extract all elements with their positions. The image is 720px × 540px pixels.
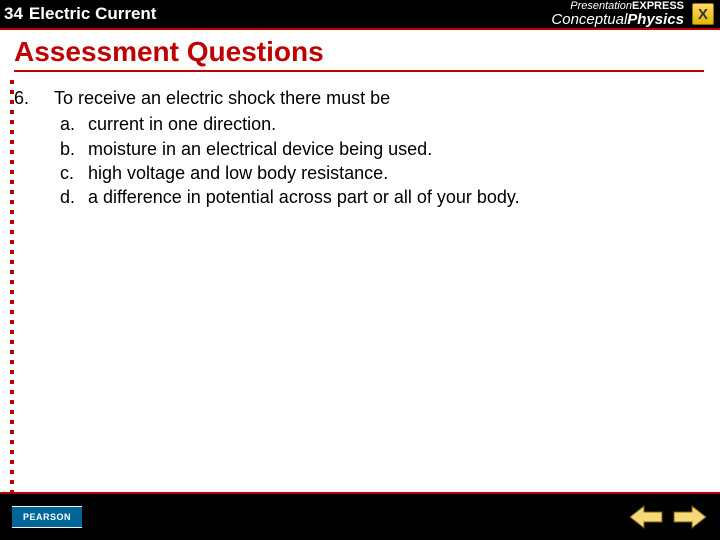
option-letter: a. [54, 112, 88, 136]
close-button[interactable]: X [692, 3, 714, 25]
accent-dot [10, 420, 14, 424]
prev-slide-button[interactable] [628, 504, 664, 530]
accent-dot [10, 190, 14, 194]
question-body: To receive an electric shock there must … [54, 86, 720, 209]
accent-dot [10, 90, 14, 94]
accent-dot [10, 260, 14, 264]
question-stem: To receive an electric shock there must … [54, 86, 690, 110]
option-letter: c. [54, 161, 88, 185]
brand-conceptual-word: Conceptual [551, 11, 627, 28]
section-title-rule [14, 70, 704, 72]
question-option: c. high voltage and low body resistance. [54, 161, 690, 185]
accent-dot [10, 390, 14, 394]
accent-dot [10, 410, 14, 414]
section-title: Assessment Questions [14, 36, 720, 68]
question-block: 6. To receive an electric shock there mu… [14, 86, 720, 209]
publisher-logo: PEARSON [12, 506, 82, 528]
accent-dot [10, 360, 14, 364]
option-letter: b. [54, 137, 88, 161]
accent-dot [10, 160, 14, 164]
accent-dot [10, 100, 14, 104]
accent-dot [10, 450, 14, 454]
accent-dot [10, 230, 14, 234]
accent-dot [10, 180, 14, 184]
accent-dot [10, 220, 14, 224]
accent-dot [10, 210, 14, 214]
question-options: a. current in one direction. b. moisture… [54, 112, 690, 209]
accent-dot [10, 110, 14, 114]
chapter-number: 34 [4, 4, 23, 24]
accent-dot [10, 150, 14, 154]
accent-dot [10, 290, 14, 294]
accent-dot [10, 440, 14, 444]
accent-dot [10, 320, 14, 324]
accent-dot [10, 240, 14, 244]
question-option: d. a difference in potential across part… [54, 185, 690, 209]
accent-dot [10, 270, 14, 274]
accent-dot [10, 140, 14, 144]
nav-arrow-group [628, 504, 708, 530]
accent-dot [10, 280, 14, 284]
chapter-heading: 34 Electric Current [4, 4, 156, 24]
brand-physics-word: Physics [627, 11, 684, 28]
accent-dot [10, 200, 14, 204]
accent-dot [10, 80, 14, 84]
question-option: b. moisture in an electrical device bein… [54, 137, 690, 161]
option-text: a difference in potential across part or… [88, 185, 690, 209]
next-slide-button[interactable] [672, 504, 708, 530]
accent-dot [10, 470, 14, 474]
top-bar: 34 Electric Current PresentationEXPRESS … [0, 0, 720, 28]
accent-dot [10, 250, 14, 254]
option-text: current in one direction. [88, 112, 690, 136]
accent-dot [10, 130, 14, 134]
slide-content: Assessment Questions 6. To receive an el… [0, 30, 720, 492]
accent-dot [10, 340, 14, 344]
accent-dot [10, 310, 14, 314]
accent-dot [10, 120, 14, 124]
arrow-left-icon [628, 504, 664, 530]
option-text: moisture in an electrical device being u… [88, 137, 690, 161]
accent-dot [10, 480, 14, 484]
dotted-vertical-accent [10, 80, 16, 504]
question-option: a. current in one direction. [54, 112, 690, 136]
accent-dot [10, 380, 14, 384]
accent-dot [10, 430, 14, 434]
publisher-name: PEARSON [23, 512, 71, 522]
close-icon: X [698, 6, 708, 23]
bottom-bar: PEARSON [0, 492, 720, 540]
question-number: 6. [14, 86, 54, 209]
accent-dot [10, 170, 14, 174]
brand-block: PresentationEXPRESS ConceptualPhysics [551, 1, 684, 27]
accent-dot [10, 350, 14, 354]
accent-dot [10, 460, 14, 464]
option-text: high voltage and low body resistance. [88, 161, 690, 185]
accent-dot [10, 330, 14, 334]
option-letter: d. [54, 185, 88, 209]
arrow-right-icon [672, 504, 708, 530]
accent-dot [10, 400, 14, 404]
accent-dot [10, 370, 14, 374]
topbar-right-cluster: PresentationEXPRESS ConceptualPhysics X [551, 1, 714, 27]
chapter-title: Electric Current [29, 4, 157, 24]
brand-book-title: ConceptualPhysics [551, 12, 684, 27]
accent-dot [10, 300, 14, 304]
